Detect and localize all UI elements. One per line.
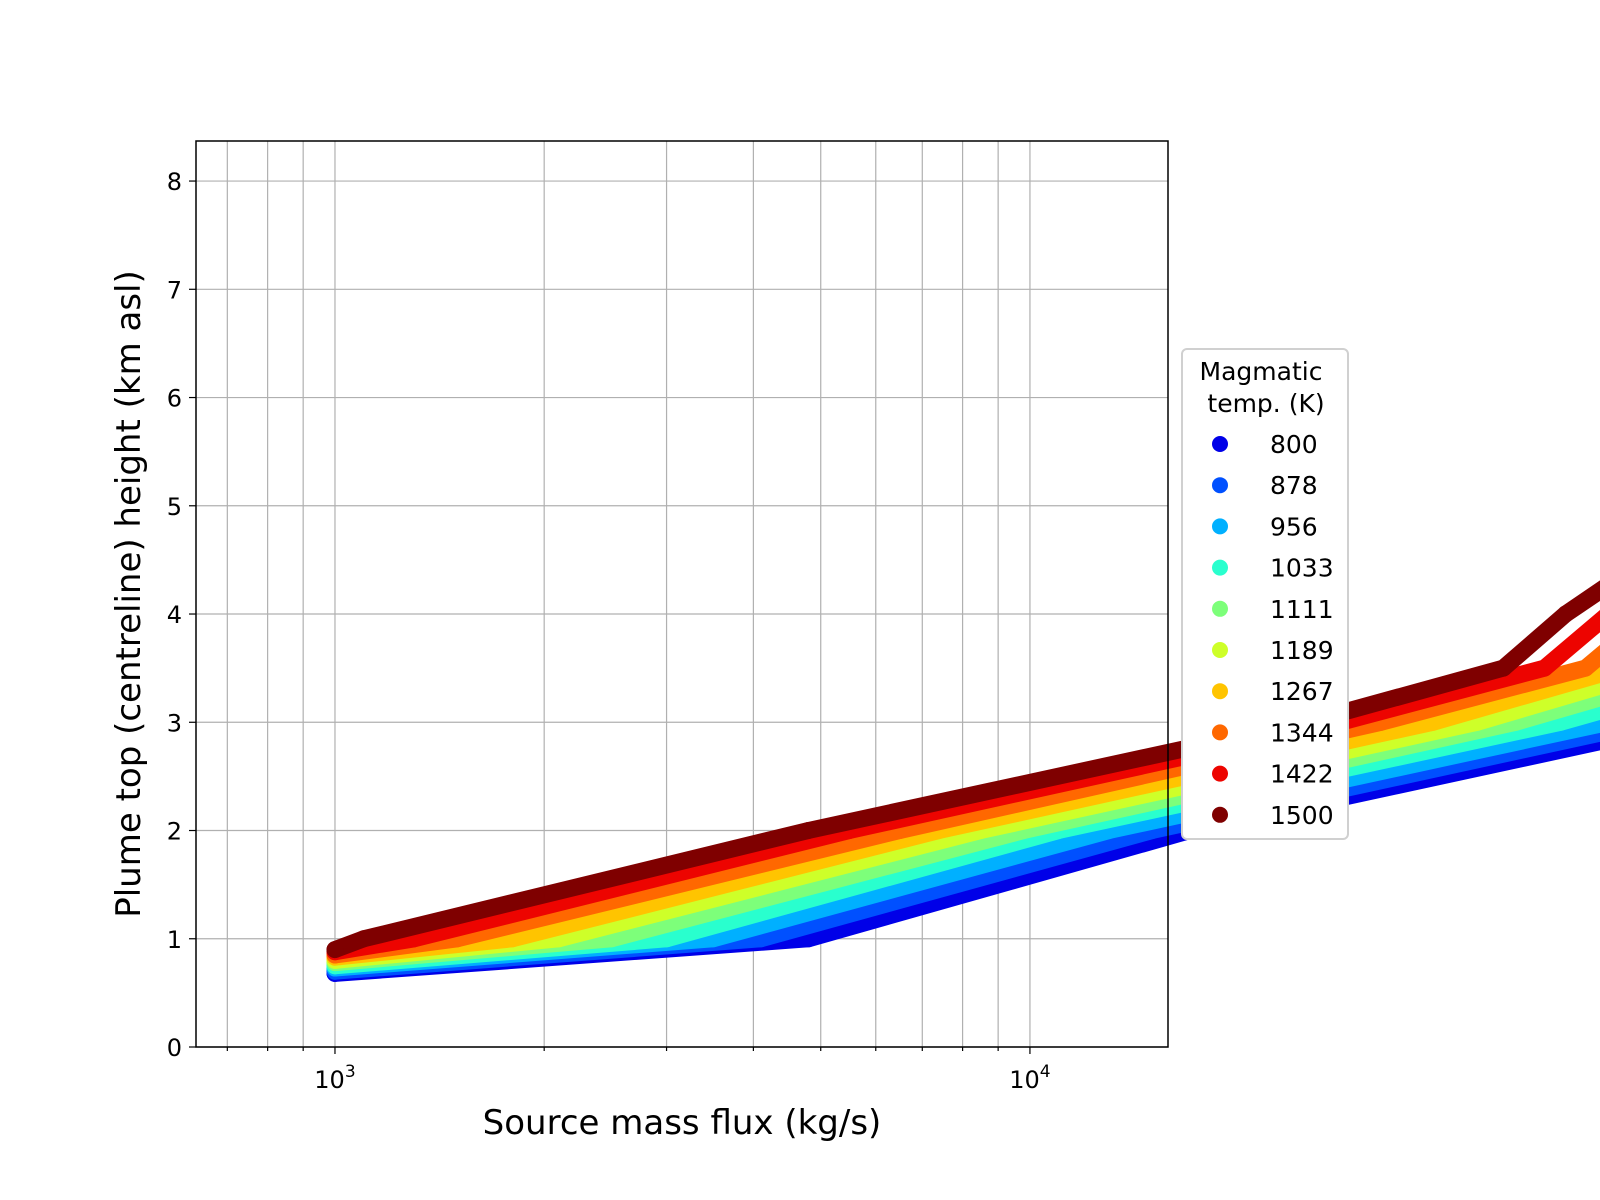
series-1344-main bbox=[326, 644, 1600, 964]
x-tick-label: 103 bbox=[314, 1062, 355, 1094]
legend-marker bbox=[1212, 600, 1228, 617]
legend-marker bbox=[1212, 642, 1228, 658]
y-tick-label: 6 bbox=[167, 385, 182, 413]
series-1111-main bbox=[326, 689, 1600, 972]
legend-item-1189: 1189 bbox=[1212, 636, 1334, 665]
legend-item-878: 878 bbox=[1212, 471, 1318, 500]
legend-label: 1033 bbox=[1270, 554, 1334, 583]
series-878-main bbox=[326, 724, 1600, 980]
series-800-main bbox=[326, 733, 1600, 982]
legend-label: 1422 bbox=[1270, 760, 1334, 789]
legend-item-1267: 1267 bbox=[1212, 677, 1334, 706]
y-tick-label: 7 bbox=[167, 276, 182, 304]
legend-label: 956 bbox=[1270, 512, 1318, 541]
legend-item-956: 956 bbox=[1212, 512, 1318, 541]
legend-marker bbox=[1212, 765, 1228, 782]
point-1422 bbox=[1535, 659, 1553, 677]
legend-marker bbox=[1212, 518, 1228, 535]
legend-label: 1189 bbox=[1270, 636, 1334, 665]
legend-label: 1344 bbox=[1270, 718, 1334, 747]
y-axis: 0 1 2 3 4 5 6 7 8 bbox=[167, 168, 196, 1062]
legend-item-800: 800 bbox=[1212, 430, 1318, 459]
y-tick-label: 0 bbox=[167, 1034, 182, 1062]
legend-box bbox=[1181, 348, 1349, 840]
point-1344 bbox=[1576, 659, 1594, 677]
legend-item-1344: 1344 bbox=[1212, 718, 1334, 747]
legend-label: 1111 bbox=[1270, 595, 1334, 624]
legend-item-1111: 1111 bbox=[1212, 595, 1334, 624]
y-tick-label: 5 bbox=[167, 493, 182, 521]
series-1422-main bbox=[326, 610, 1600, 961]
legend-item-1422: 1422 bbox=[1212, 760, 1334, 789]
point-1500 bbox=[1557, 605, 1575, 623]
series-1189-main bbox=[326, 677, 1600, 969]
x-axis-label: Source mass flux (kg/s) bbox=[483, 1103, 882, 1143]
legend-item-1033: 1033 bbox=[1212, 554, 1334, 583]
y-tick-label: 2 bbox=[167, 818, 182, 846]
legend-label: 1267 bbox=[1270, 677, 1334, 706]
legend-label: 800 bbox=[1270, 430, 1318, 459]
y-axis-label: Plume top (centreline) height (km asl) bbox=[109, 270, 149, 918]
y-tick-label: 1 bbox=[167, 926, 182, 954]
data-marks bbox=[326, 580, 1600, 982]
legend-marker bbox=[1212, 724, 1228, 741]
legend-marker bbox=[1212, 436, 1228, 452]
legend-marker bbox=[1212, 477, 1228, 494]
legend-marker bbox=[1212, 806, 1228, 823]
plot-frame bbox=[195, 140, 1169, 1048]
point-1500 bbox=[355, 930, 373, 948]
y-tick-label: 3 bbox=[167, 709, 182, 737]
legend-label: 1500 bbox=[1270, 801, 1334, 830]
series-1267-main bbox=[326, 665, 1600, 966]
series-956-main bbox=[326, 715, 1600, 977]
legend-title-line2: temp. (K) bbox=[1207, 389, 1324, 418]
point-1500 bbox=[326, 941, 344, 959]
point-1033 bbox=[658, 930, 676, 948]
series-1500-main bbox=[326, 580, 1600, 959]
y-tick-label: 4 bbox=[167, 601, 182, 629]
point-1500 bbox=[799, 822, 817, 840]
series-1033-main bbox=[326, 702, 1600, 975]
legend-title-line1: Magmatic bbox=[1200, 357, 1323, 386]
x-tick-label: 104 bbox=[1009, 1062, 1050, 1094]
legend-marker bbox=[1212, 559, 1228, 576]
legend-label: 878 bbox=[1270, 471, 1318, 500]
x-axis: 103104105106107 bbox=[226, 1047, 1051, 1094]
legend-marker bbox=[1212, 683, 1228, 700]
point-1500 bbox=[1494, 659, 1512, 677]
legend: Magmatic temp. (K) 800 878 956 1033 1111 1189… bbox=[1181, 348, 1349, 840]
y-tick-label: 8 bbox=[167, 168, 182, 196]
legend-item-1500: 1500 bbox=[1212, 801, 1334, 830]
